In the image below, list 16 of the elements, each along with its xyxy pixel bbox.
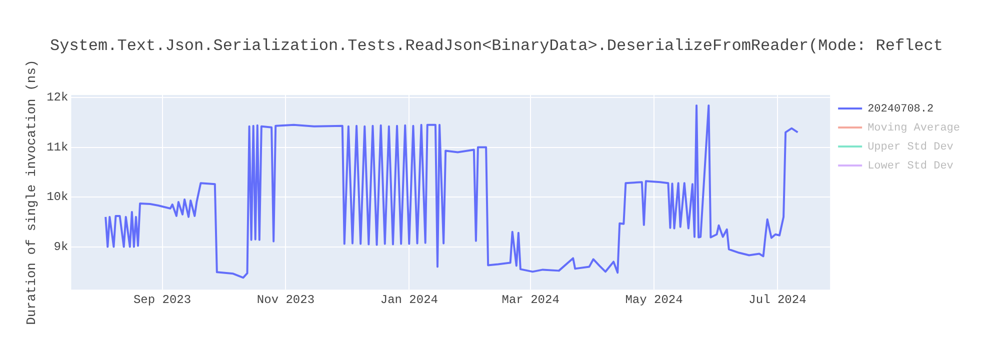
x-tick-label: May 2024 bbox=[625, 292, 683, 307]
legend-label: Lower Std Dev bbox=[868, 160, 954, 172]
y-axis-title: Duration of single invocation (ns) bbox=[24, 60, 40, 325]
x-tick-label: Jul 2024 bbox=[748, 292, 806, 307]
x-tick-label: Mar 2024 bbox=[502, 292, 560, 307]
y-tick-label: 10k bbox=[46, 190, 68, 204]
chart-title: System.Text.Json.Serialization.Tests.ReadJson<BinaryData>.DeserializeFromReader(Mode: Reflect bbox=[50, 37, 943, 56]
y-tick-label: 11k bbox=[46, 140, 68, 154]
y-tick-label: 9k bbox=[54, 240, 68, 254]
legend-label: Moving Average bbox=[868, 122, 960, 134]
legend-label: Upper Std Dev bbox=[868, 141, 954, 154]
y-tick-label: 12k bbox=[46, 90, 68, 105]
x-tick-label: Sep 2023 bbox=[133, 292, 192, 307]
legend-label: 20240708.2 bbox=[868, 103, 934, 116]
x-tick-label: Nov 2023 bbox=[256, 292, 315, 307]
x-tick-label: Jan 2024 bbox=[380, 292, 438, 307]
